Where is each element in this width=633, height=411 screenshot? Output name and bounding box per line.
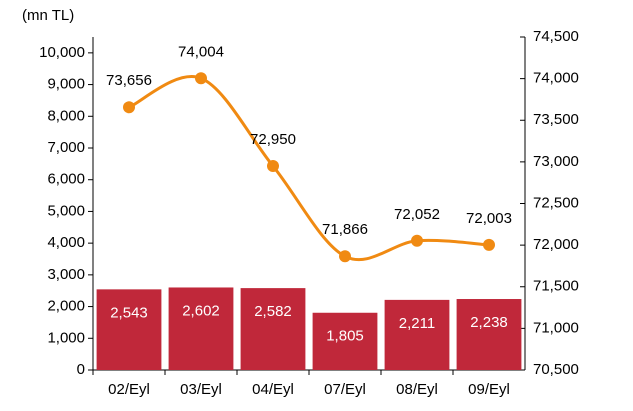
y-tick-label: 4,000: [47, 234, 85, 251]
y2-tick-label: 74,000: [533, 70, 579, 87]
x-tick-label: 03/Eyl: [180, 381, 222, 398]
line: [128, 75, 490, 262]
line-point: [123, 101, 135, 114]
y-tick-label: 8,000: [47, 107, 85, 124]
y2-tick-label: 70,500: [533, 361, 579, 378]
y2-tick-label: 73,500: [533, 111, 579, 128]
bar-value-label: 2,238: [470, 314, 508, 331]
line-point: [267, 160, 279, 173]
bar-value-label: 2,543: [110, 304, 148, 321]
x-tick-label: 08/Eyl: [396, 381, 438, 398]
line-value-label: 72,003: [466, 210, 512, 227]
bar: [312, 312, 378, 370]
y2-tick-label: 71,000: [533, 319, 579, 336]
y-tick-label: 10,000: [39, 44, 85, 61]
y-tick-label: 1,000: [47, 329, 85, 346]
line-value-label: 73,656: [106, 72, 152, 89]
unit-label: (mn TL): [22, 7, 74, 24]
y2-tick-label: 73,000: [533, 153, 579, 170]
bar: [384, 299, 450, 370]
y-tick-label: 3,000: [47, 266, 85, 283]
line-value-label: 72,052: [394, 206, 440, 223]
y2-tick-label: 72,500: [533, 194, 579, 211]
y-tick-label: 5,000: [47, 202, 85, 219]
y2-tick-label: 71,500: [533, 278, 579, 295]
bar-value-label: 2,602: [182, 302, 220, 319]
line-point: [195, 72, 207, 85]
y-tick-label: 6,000: [47, 171, 85, 188]
line-point: [411, 234, 423, 247]
x-tick-label: 04/Eyl: [252, 381, 294, 398]
line-value-label: 71,866: [322, 221, 368, 238]
bar-value-label: 2,211: [399, 315, 435, 332]
x-tick-label: 02/Eyl: [108, 381, 150, 398]
bar-value-label: 2,582: [254, 303, 292, 320]
y-tick-label: 0: [77, 361, 85, 378]
y-tick-label: 2,000: [47, 298, 85, 315]
y2-tick-label: 74,500: [533, 28, 579, 45]
line-point: [339, 250, 351, 263]
bar: [168, 287, 234, 370]
line-value-label: 74,004: [178, 43, 224, 60]
x-tick-label: 07/Eyl: [324, 381, 366, 398]
y-tick-label: 7,000: [47, 139, 85, 156]
bar: [96, 289, 162, 370]
y2-tick-label: 72,000: [533, 236, 579, 253]
bar: [456, 299, 522, 370]
line-value-label: 72,950: [250, 131, 296, 148]
y-tick-label: 9,000: [47, 76, 85, 93]
bar: [240, 288, 306, 370]
x-tick-label: 09/Eyl: [468, 381, 510, 398]
line-point: [483, 238, 495, 251]
bar-value-label: 1,805: [326, 328, 364, 345]
